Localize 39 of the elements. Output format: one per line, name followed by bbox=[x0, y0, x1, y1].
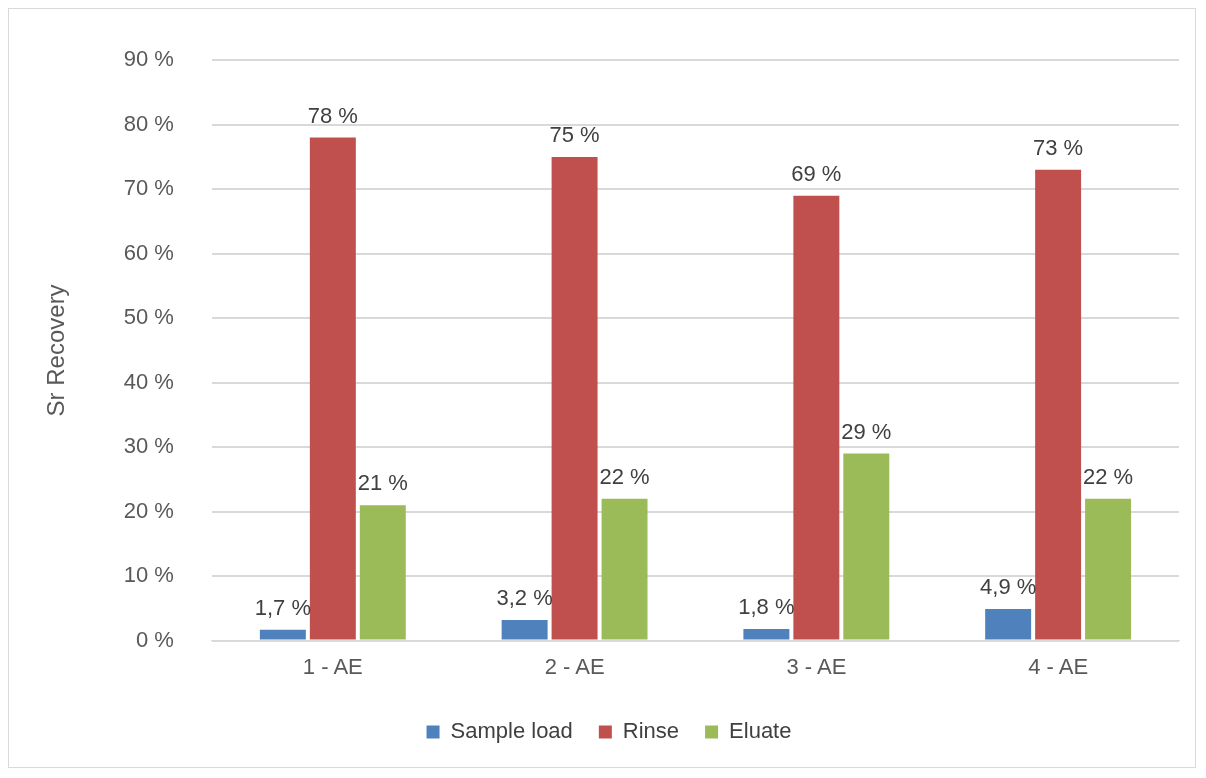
data-label: 75 % bbox=[549, 122, 600, 147]
data-label: 22 % bbox=[599, 463, 650, 489]
y-tick-label: 80 % bbox=[123, 110, 174, 136]
bar bbox=[551, 156, 598, 640]
x-tick-label: 1 - AE bbox=[302, 653, 363, 679]
data-label: 22 % bbox=[1083, 463, 1134, 489]
bar bbox=[1085, 498, 1132, 640]
data-label: 78 % bbox=[307, 102, 358, 128]
legend-label: Eluate bbox=[729, 718, 792, 744]
x-tick-label: 4 - AE bbox=[1028, 653, 1089, 679]
y-tick-label: 90 % bbox=[123, 46, 174, 72]
bar bbox=[743, 628, 790, 640]
y-tick-label: 40 % bbox=[123, 368, 174, 394]
data-label: 29 % bbox=[841, 418, 892, 444]
bar bbox=[259, 629, 306, 640]
y-tick-label: 60 % bbox=[123, 239, 174, 265]
bar bbox=[843, 453, 890, 640]
bar bbox=[309, 137, 356, 640]
data-label: 3,2 % bbox=[496, 585, 553, 611]
y-axis-title: Sr Recovery bbox=[42, 284, 70, 417]
x-tick-label: 3 - AE bbox=[786, 653, 847, 679]
bar bbox=[985, 609, 1032, 640]
legend-label: Rinse bbox=[622, 718, 680, 744]
data-label: 21 % bbox=[357, 470, 408, 496]
legend-label: Sample load bbox=[450, 718, 573, 744]
bar bbox=[501, 619, 548, 640]
bar bbox=[359, 505, 406, 640]
x-tick-label: 2 - AE bbox=[544, 653, 605, 679]
bar bbox=[1035, 169, 1082, 640]
bar bbox=[601, 498, 648, 640]
y-tick-label: 30 % bbox=[123, 433, 174, 459]
y-tick-label: 0 % bbox=[136, 626, 174, 652]
y-tick-label: 10 % bbox=[123, 562, 174, 588]
y-tick-label: 20 % bbox=[123, 497, 174, 523]
y-tick-label: 50 % bbox=[123, 304, 174, 330]
bar bbox=[793, 195, 840, 640]
y-tick-label: 70 % bbox=[123, 175, 174, 201]
data-label: 69 % bbox=[791, 160, 842, 186]
data-label: 73 % bbox=[1033, 134, 1084, 160]
